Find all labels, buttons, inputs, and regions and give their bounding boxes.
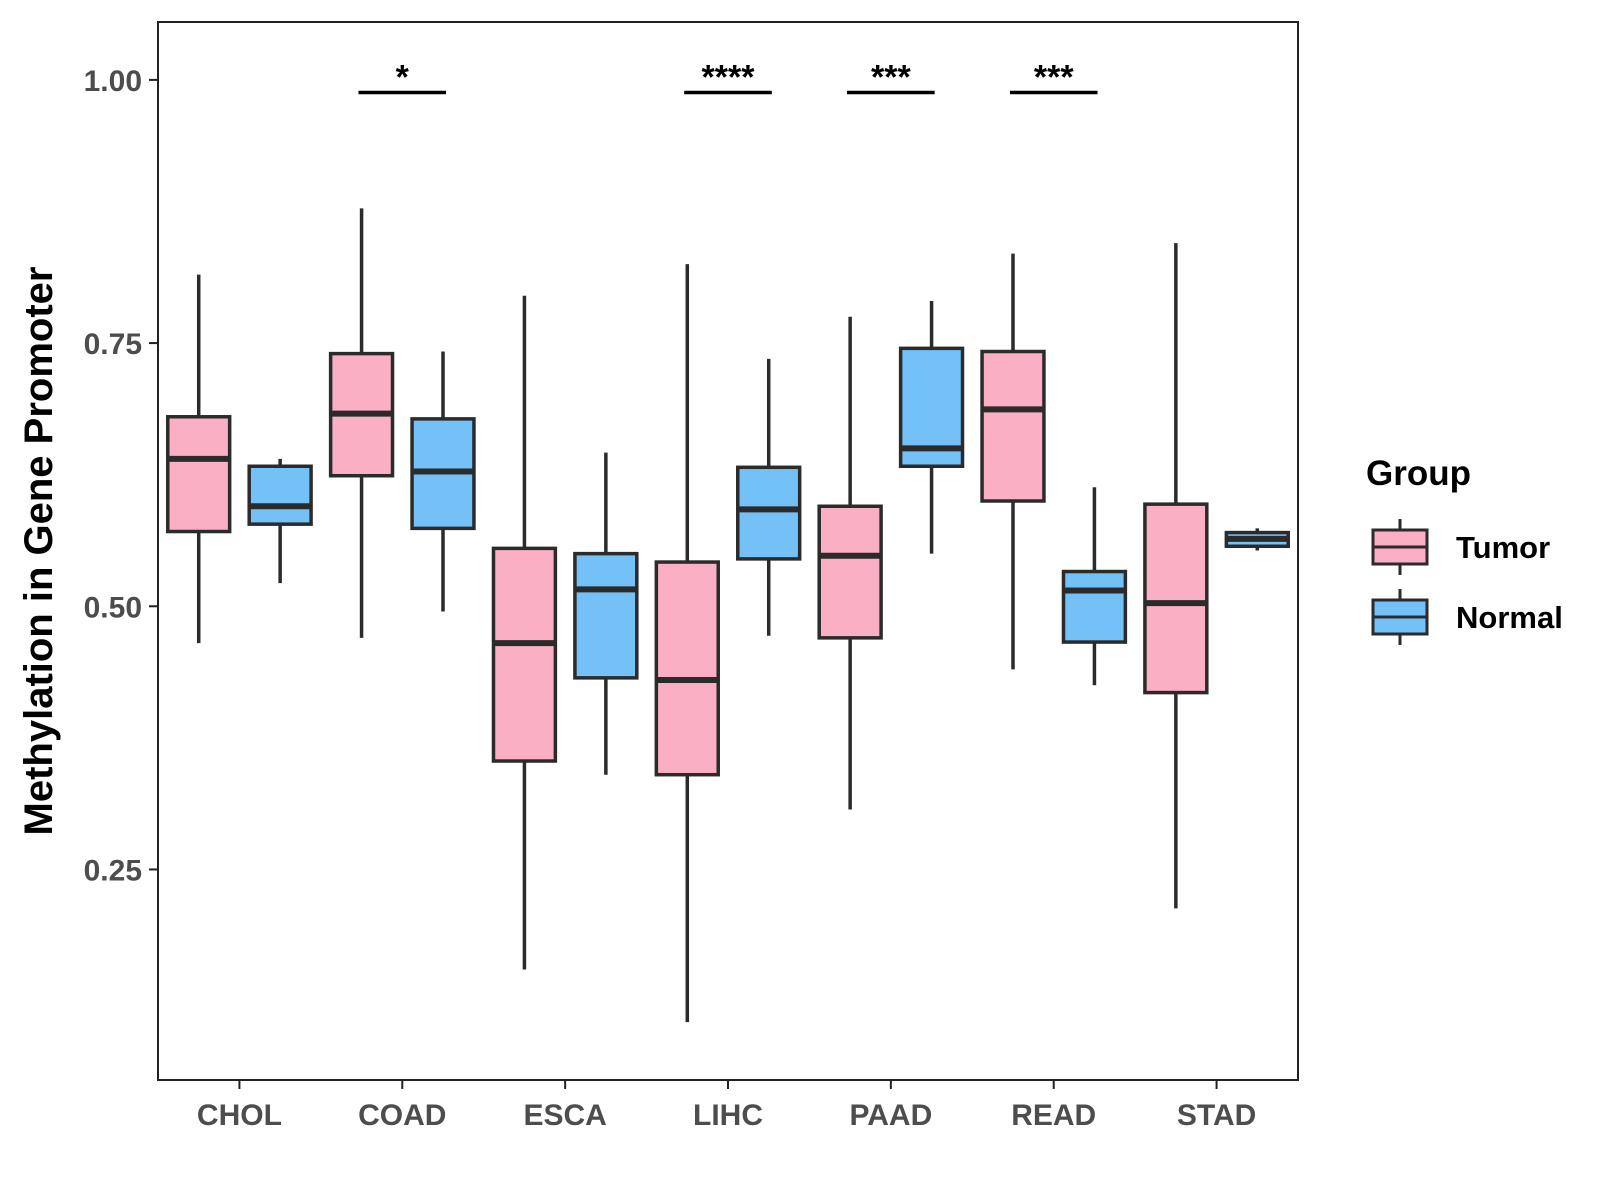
box-body: [247, 464, 313, 526]
x-tick-label: READ: [1011, 1099, 1096, 1132]
plot-panel: [157, 21, 1299, 1081]
significance-read: ***: [1009, 59, 1098, 97]
y-axis-title: Methylation in Gene Promoter: [17, 267, 61, 836]
x-tick-label: ESCA: [523, 1099, 606, 1132]
box-body: [573, 551, 639, 680]
box-body: [1143, 502, 1209, 695]
box-tumor-read: [980, 253, 1046, 670]
box-normal-lihc: [736, 358, 802, 636]
x-tick-label: COAD: [358, 1099, 446, 1132]
y-tick-label: 0.50: [84, 591, 142, 624]
legend-label: Tumor: [1456, 530, 1550, 565]
box-tumor-coad: [328, 208, 395, 638]
significance-label: ***: [871, 59, 911, 97]
significance-layer: * **** *** ***: [358, 59, 1098, 97]
legend-item-tumor: Tumor: [1371, 519, 1550, 575]
box-tumor-esca: [491, 295, 558, 970]
x-tick-label: LIHC: [693, 1099, 763, 1132]
y-tick-label: 1.00: [84, 65, 142, 98]
box-normal-read: [1061, 487, 1128, 686]
x-axis: CHOL COAD ESCA LIHC PAAD READ STAD: [197, 1080, 1256, 1132]
y-tick-label: 0.25: [84, 854, 142, 887]
box-normal-esca: [573, 452, 639, 775]
box-body: [166, 415, 232, 534]
x-tick-label: STAD: [1177, 1099, 1256, 1132]
y-tick-label: 0.75: [84, 328, 142, 361]
legend-title: Group: [1366, 454, 1471, 493]
box-body: [736, 465, 802, 561]
box-tumor-lihc: [654, 264, 720, 1023]
significance-label: ***: [1034, 59, 1074, 97]
box-normal-chol: [247, 458, 313, 584]
box-normal-coad: [410, 351, 476, 612]
box-body: [1061, 569, 1128, 644]
legend: Group Tumor Normal: [1366, 454, 1563, 645]
boxes-layer: [166, 208, 1290, 1023]
box-normal-stad: [1224, 528, 1290, 551]
box-body: [817, 504, 883, 640]
box-tumor-chol: [166, 274, 232, 644]
significance-label: *: [396, 59, 410, 97]
box-normal-paad: [898, 300, 965, 554]
significance-paad: ***: [847, 59, 935, 97]
x-tick-label: CHOL: [197, 1099, 282, 1132]
significance-lihc: ****: [684, 59, 772, 97]
significance-coad: *: [358, 59, 447, 97]
box-body: [654, 560, 720, 777]
x-tick-label: PAAD: [849, 1099, 932, 1132]
legend-label: Normal: [1456, 600, 1563, 635]
box-body: [491, 546, 558, 763]
box-body: [980, 349, 1046, 503]
y-axis: 0.25 0.50 0.75 1.00: [84, 65, 158, 887]
legend-item-normal: Normal: [1371, 589, 1563, 645]
box-tumor-stad: [1143, 243, 1209, 909]
significance-label: ****: [702, 59, 756, 97]
box-tumor-paad: [817, 316, 883, 810]
